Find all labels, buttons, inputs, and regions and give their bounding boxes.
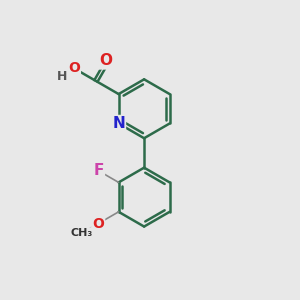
Text: N: N: [112, 116, 125, 131]
Text: O: O: [68, 61, 80, 75]
Text: O: O: [92, 217, 104, 231]
Text: F: F: [94, 164, 104, 178]
Text: CH₃: CH₃: [70, 228, 93, 238]
Text: O: O: [99, 53, 112, 68]
Text: H: H: [57, 70, 68, 83]
